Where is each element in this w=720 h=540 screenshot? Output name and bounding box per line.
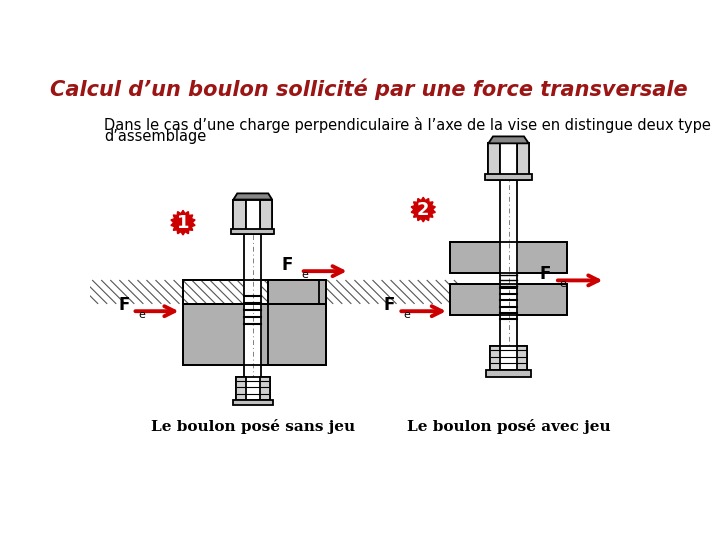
Text: e: e bbox=[559, 279, 567, 289]
Bar bbox=[490, 346, 500, 370]
Bar bbox=[244, 234, 261, 377]
Text: e: e bbox=[139, 309, 145, 320]
Polygon shape bbox=[488, 137, 528, 143]
Bar bbox=[183, 280, 319, 303]
Bar bbox=[451, 242, 567, 273]
Bar bbox=[233, 200, 272, 234]
Bar bbox=[488, 143, 528, 180]
Bar bbox=[233, 200, 246, 234]
Polygon shape bbox=[171, 211, 195, 235]
Bar bbox=[243, 273, 262, 377]
Text: $\mathbf{F}$: $\mathbf{F}$ bbox=[539, 265, 551, 284]
Text: Le boulon posé sans jeu: Le boulon posé sans jeu bbox=[150, 419, 355, 434]
Bar bbox=[183, 303, 326, 365]
Text: Calcul d’un boulon sollicité par une force transversale: Calcul d’un boulon sollicité par une for… bbox=[50, 79, 688, 100]
Text: Le boulon posé avec jeu: Le boulon posé avec jeu bbox=[407, 419, 611, 434]
Bar bbox=[183, 280, 319, 303]
Text: d’assemblage: d’assemblage bbox=[104, 130, 206, 145]
Bar bbox=[500, 143, 516, 180]
Bar bbox=[235, 377, 246, 400]
Bar bbox=[451, 284, 567, 315]
Bar bbox=[260, 377, 270, 400]
Bar bbox=[490, 346, 527, 370]
Polygon shape bbox=[411, 197, 436, 222]
Bar bbox=[451, 242, 567, 273]
Bar bbox=[488, 143, 500, 180]
Bar bbox=[517, 346, 527, 370]
Text: 2: 2 bbox=[417, 200, 430, 219]
Text: e: e bbox=[403, 309, 410, 320]
Bar bbox=[183, 303, 326, 365]
Bar bbox=[516, 143, 528, 180]
Bar bbox=[235, 377, 270, 400]
Bar bbox=[231, 229, 274, 234]
Bar bbox=[500, 180, 517, 346]
Polygon shape bbox=[233, 193, 272, 200]
Bar bbox=[499, 238, 518, 319]
Bar bbox=[486, 370, 531, 377]
Text: Dans le cas d’une charge perpendiculaire à l’axe de la vise en distingue deux ty: Dans le cas d’une charge perpendiculaire… bbox=[104, 117, 711, 133]
Bar bbox=[269, 280, 326, 365]
Bar bbox=[485, 174, 532, 180]
Text: 1: 1 bbox=[176, 214, 189, 232]
Text: $\mathbf{F}$: $\mathbf{F}$ bbox=[382, 296, 395, 314]
Text: $\mathbf{F}$: $\mathbf{F}$ bbox=[281, 256, 293, 274]
Text: $\mathbf{F}$: $\mathbf{F}$ bbox=[118, 296, 130, 314]
Bar bbox=[246, 200, 260, 234]
Bar bbox=[260, 200, 272, 234]
Bar bbox=[269, 280, 326, 365]
Text: e: e bbox=[302, 269, 308, 280]
Bar bbox=[451, 284, 567, 315]
Bar bbox=[233, 400, 273, 405]
